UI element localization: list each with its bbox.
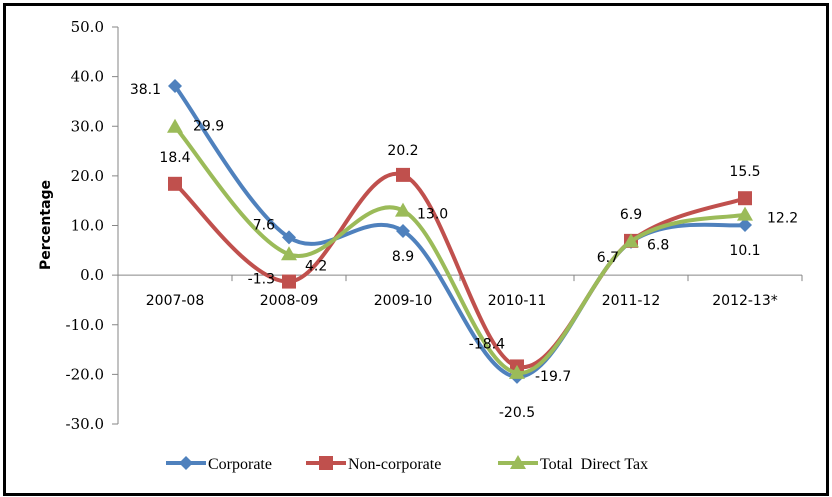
y-tick-label: 30.0	[71, 117, 104, 135]
y-tick-label: 50.0	[71, 18, 104, 36]
data-label: -1.3	[248, 272, 275, 288]
x-tick-label: 2009-10	[374, 293, 433, 309]
legend-marker-square	[319, 456, 333, 470]
data-label: 10.1	[729, 243, 760, 259]
data-point-triangle	[623, 233, 639, 248]
legend-label: Total Direct Tax	[540, 456, 648, 473]
legend: Corporate Non-corporate Total Direct Tax	[166, 455, 648, 473]
data-label: 15.5	[729, 164, 760, 180]
data-label: -18.4	[469, 336, 505, 352]
legend-item-total-direct-tax: Total Direct Tax	[498, 455, 648, 473]
data-point-diamond	[396, 223, 410, 238]
data-label: 38.1	[130, 82, 161, 98]
legend-label: Non-corporate	[348, 456, 441, 473]
legend-marker-triangle	[510, 455, 526, 469]
y-tick-label: -20.0	[66, 365, 104, 383]
y-tick-label: 20.0	[71, 167, 104, 185]
data-point-triangle	[395, 202, 411, 217]
y-tick-label: -10.0	[66, 316, 104, 334]
data-point-square	[396, 167, 410, 182]
data-label: 13.0	[417, 207, 448, 223]
x-tick-label: 2011-12	[602, 293, 661, 309]
x-tick-label: 2010-11	[488, 293, 547, 309]
legend-marker-diamond	[179, 456, 193, 470]
x-tick-label: 2008-09	[260, 293, 319, 309]
legend-item-non-corporate: Non-corporate	[306, 456, 441, 473]
data-label: -20.5	[499, 405, 535, 421]
x-tick-label: 2012-13*	[712, 293, 778, 309]
data-label: -19.7	[535, 369, 571, 385]
data-label: 18.4	[159, 150, 190, 166]
data-point-diamond	[738, 218, 752, 233]
y-tick-label: -30.0	[66, 415, 104, 433]
data-label: 12.2	[767, 211, 798, 227]
data-point-triangle	[281, 246, 297, 261]
series-line	[173, 171, 747, 370]
data-point-diamond	[168, 79, 182, 94]
data-point-diamond	[282, 230, 296, 245]
chart-frame	[3, 3, 829, 496]
data-point-square	[168, 176, 182, 191]
data-label: 6.7	[597, 250, 619, 266]
data-label: 6.9	[620, 207, 642, 223]
y-tick-label: 40.0	[71, 68, 104, 86]
data-label: 8.9	[392, 249, 414, 265]
data-labels: 38.1 7.6 8.9 -20.5 6.7 10.1 18.4 -1.3 20.2 -18.4 6…	[130, 82, 798, 421]
data-label: 4.2	[305, 258, 327, 274]
y-tick-label: 0.0	[80, 266, 104, 284]
data-label: 7.6	[253, 217, 275, 233]
y-axis-label: Percentage	[38, 180, 54, 270]
data-point-square	[738, 191, 752, 206]
y-tick-label: 10.0	[71, 217, 104, 235]
data-point-triangle	[737, 206, 753, 221]
data-label: 29.9	[193, 119, 224, 135]
series-group	[167, 79, 753, 384]
data-label: 20.2	[387, 143, 418, 159]
data-point-triangle	[509, 364, 525, 379]
data-label: 6.8	[647, 237, 669, 253]
data-point-triangle	[167, 118, 183, 133]
legend-label: Corporate	[208, 456, 272, 473]
legend-item-corporate: Corporate	[166, 456, 272, 473]
axes: 50.0 40.0 30.0 20.0 10.0 0.0 -10.0 -20.0 -30.0 20…	[66, 18, 803, 433]
x-tick-label: 2007-08	[146, 293, 205, 309]
series-total-direct-tax	[167, 118, 753, 379]
data-point-square	[282, 274, 296, 289]
